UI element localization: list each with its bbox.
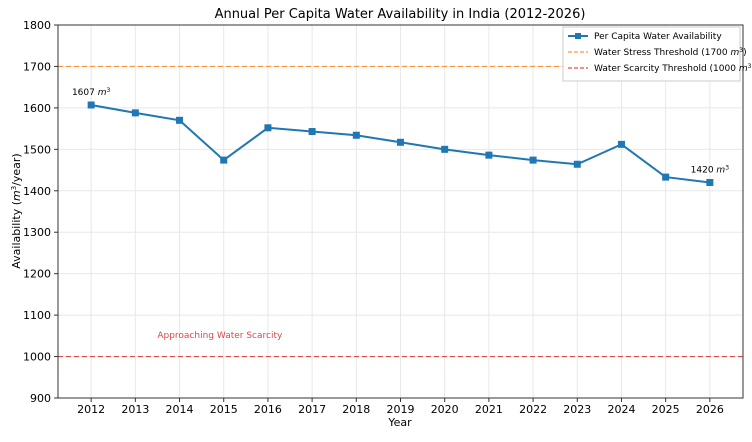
y-tick-label: 1100 [23, 309, 51, 322]
y-axis-label: Availability (m3/year) [10, 153, 23, 268]
data-point [131, 109, 139, 117]
data-point [352, 131, 360, 139]
x-tick-label: 2012 [77, 403, 105, 416]
y-tick-label: 1500 [23, 143, 51, 156]
data-point [573, 160, 581, 168]
grid-lines [58, 24, 743, 399]
y-tick-label: 1200 [23, 268, 51, 281]
x-axis: 2012 2013 2014 2015 2016 2017 2018 2019 2020 2021… [77, 398, 724, 416]
annotations: 1607 m3 1420 m3 Approaching Water Scarcity [72, 86, 729, 340]
data-point [220, 156, 228, 164]
data-point [397, 138, 404, 146]
x-tick-label: 2013 [121, 403, 149, 416]
data-point [529, 156, 537, 164]
x-tick-label: 2017 [298, 403, 326, 416]
y-tick-label: 1700 [23, 60, 51, 73]
y-axis: 900 1000 1100 1200 1300 1400 1500 1600 1700 1800 [23, 19, 58, 405]
x-axis-label: Year [387, 416, 412, 429]
x-tick-label: 2018 [342, 403, 370, 416]
legend-label-series: Per Capita Water Availability [594, 32, 722, 42]
x-tick-label: 2015 [210, 403, 238, 416]
x-tick-label: 2023 [563, 403, 591, 416]
data-point [264, 124, 272, 132]
y-tick-label: 1600 [23, 102, 51, 115]
x-tick-label: 2019 [387, 403, 415, 416]
x-tick-label: 2014 [166, 403, 194, 416]
data-point [662, 173, 670, 181]
y-tick-label: 1000 [23, 351, 51, 364]
y-tick-label: 1300 [23, 226, 51, 239]
data-point [706, 178, 714, 186]
data-point [485, 151, 493, 159]
x-tick-label: 2016 [254, 403, 282, 416]
data-point [176, 116, 184, 124]
data-point [308, 128, 316, 136]
x-tick-label: 2026 [696, 403, 724, 416]
data-series [87, 101, 714, 186]
y-tick-label: 1400 [23, 185, 51, 198]
data-point [87, 101, 95, 109]
legend-label-stress: Water Stress Threshold (1700 m3) [594, 47, 747, 59]
legend-box [562, 26, 741, 82]
x-tick-label: 2025 [652, 403, 680, 416]
x-tick-label: 2021 [475, 403, 503, 416]
data-point [441, 145, 449, 153]
legend-label-scarcity: Water Scarcity Threshold (1000 m3) [594, 63, 752, 75]
legend: Per Capita Water Availability Water Stres… [562, 26, 752, 82]
data-point [617, 140, 625, 148]
annotation-end-value: 1420 m3 [691, 164, 730, 176]
y-tick-label: 1800 [23, 19, 51, 32]
annotation-scarcity: Approaching Water Scarcity [157, 331, 283, 341]
chart-title: Annual Per Capita Water Availability in … [215, 7, 586, 22]
annotation-start-value: 1607 m3 [72, 86, 111, 98]
x-tick-label: 2024 [607, 403, 635, 416]
x-tick-label: 2020 [431, 403, 459, 416]
y-tick-label: 900 [30, 392, 51, 405]
x-tick-label: 2022 [519, 403, 547, 416]
legend-marker-icon [575, 33, 581, 39]
